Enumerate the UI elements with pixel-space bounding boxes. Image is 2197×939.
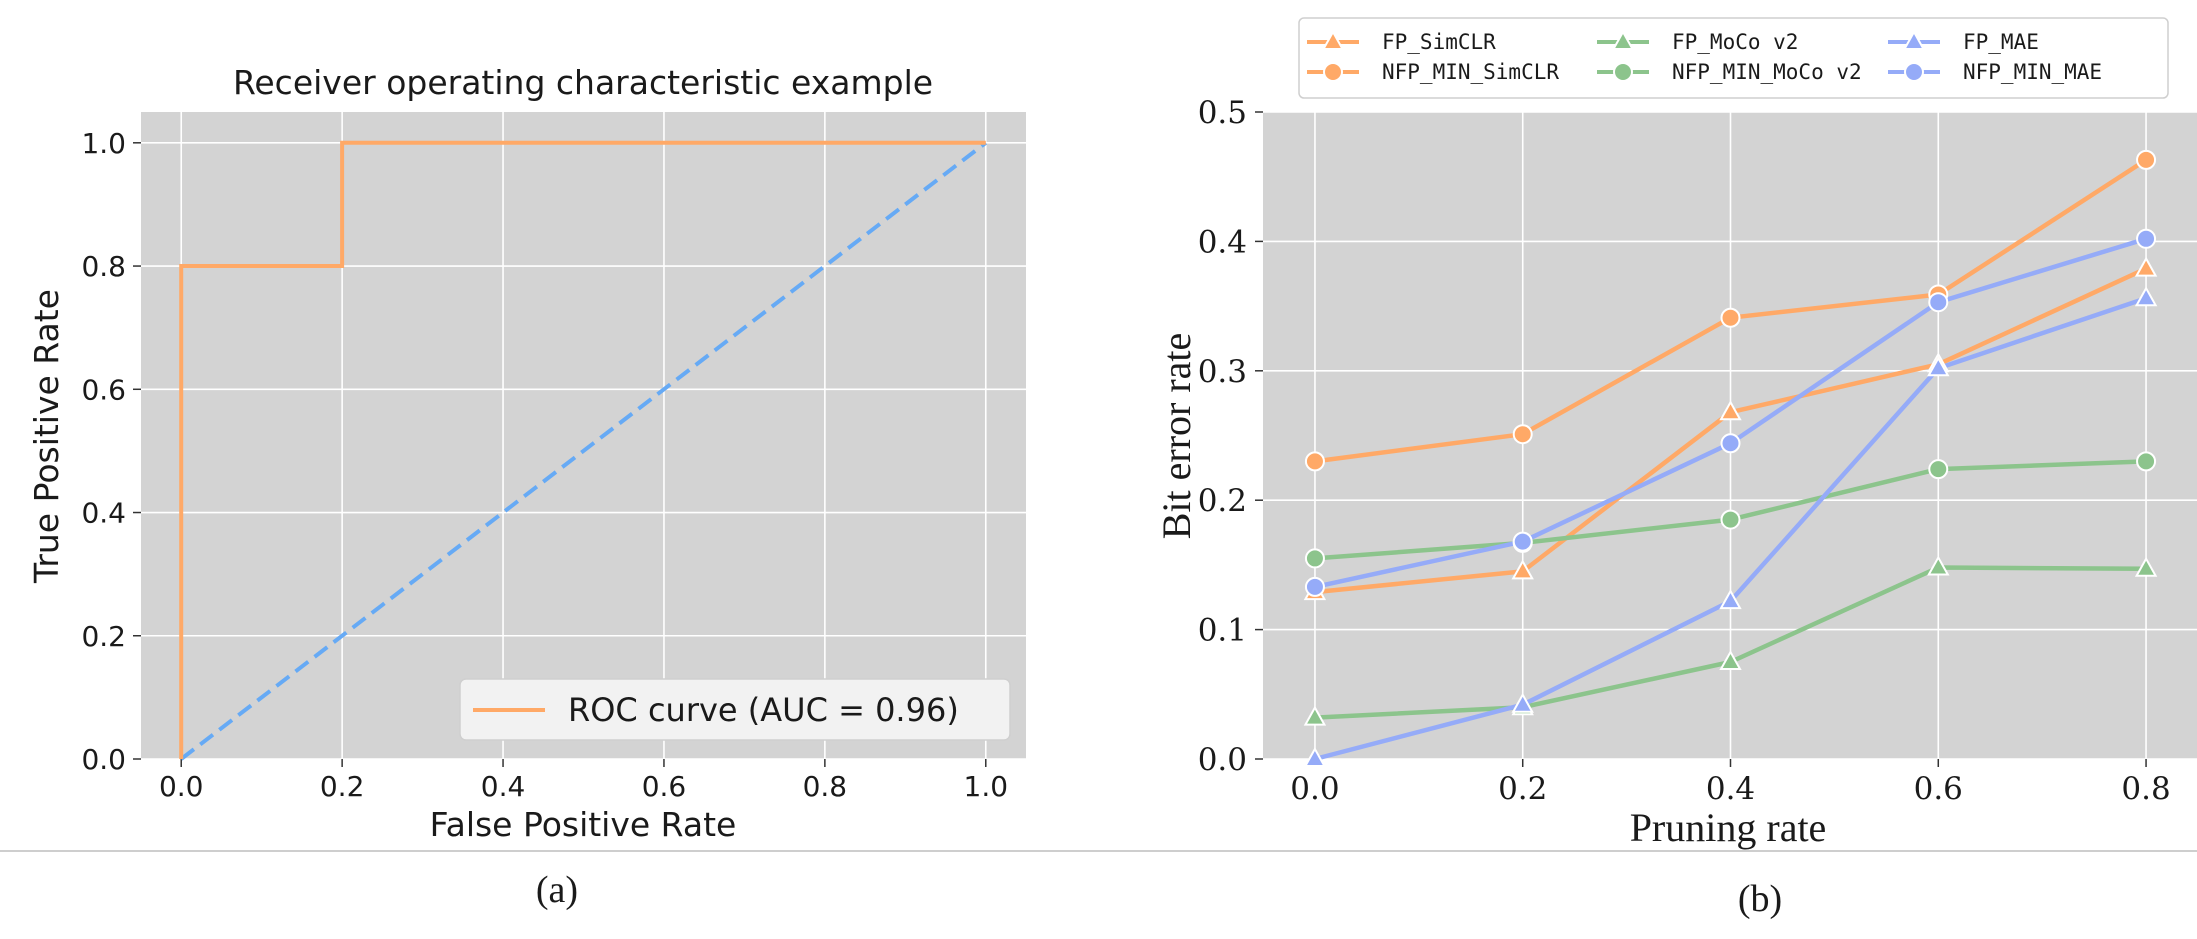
legend-label-nfp-min-mae: NFP_MIN_MAE	[1963, 60, 2102, 84]
data-point-nfp-min-simclr	[2136, 149, 2157, 170]
data-point-nfp-min-simclr	[1512, 424, 1533, 445]
ber-y-tick-label: 0.5	[1198, 95, 1247, 131]
legend-marker-fp-moco-v2	[1611, 29, 1635, 50]
data-point-fp-mae	[1719, 589, 1742, 610]
data-point-nfp-min-moco-v2	[1304, 548, 1325, 569]
roc-y-tick-label: 0.8	[81, 250, 126, 283]
roc-y-tick-label: 0.6	[81, 373, 126, 406]
legend-label-fp-mae: FP_MAE	[1963, 30, 2039, 54]
data-point-fp-moco-v2	[1719, 649, 1742, 670]
ber-y-tick-label: 0.4	[1198, 224, 1247, 260]
ber-y-tick-label: 0.0	[1198, 742, 1247, 778]
data-point-fp-moco-v2	[1303, 705, 1327, 726]
data-point-nfp-min-mae	[1720, 433, 1741, 454]
roc-x-tick-label: 0.6	[642, 770, 687, 803]
roc-legend-box	[459, 678, 1011, 741]
roc-x-tick-label: 0.8	[803, 770, 848, 803]
data-point-fp-mae	[1303, 746, 1327, 767]
data-point-nfp-min-simclr	[1720, 307, 1741, 328]
roc-y-tick-label: 0.4	[81, 497, 126, 530]
chance-diagonal-line	[179, 141, 988, 761]
legend-marker-nfp-min-simclr	[1323, 62, 1343, 82]
data-point-fp-mae	[1511, 692, 1534, 713]
roc-x-tick-label: 0.0	[159, 770, 204, 803]
data-point-fp-moco-v2	[2134, 556, 2158, 577]
roc-plot-area	[141, 112, 1026, 759]
roc-chart-title: Receiver operating characteristic exampl…	[233, 63, 933, 102]
data-point-nfp-min-mae	[1304, 576, 1325, 597]
ber-y-axis-label: Bit error rate	[1154, 333, 1199, 540]
data-point-fp-simclr	[1719, 400, 1742, 421]
legend-label-fp-simclr: FP_SimCLR	[1382, 30, 1496, 54]
data-point-nfp-min-mae	[1928, 292, 1949, 313]
data-point-nfp-min-moco-v2	[1720, 509, 1741, 530]
data-point-nfp-min-moco-v2	[2136, 451, 2157, 472]
legend-marker-fp-mae	[1902, 29, 1926, 50]
roc-curve-line	[179, 140, 986, 759]
data-point-nfp-min-mae	[1512, 531, 1533, 552]
ber-x-tick-label: 0.4	[1706, 771, 1755, 807]
data-point-fp-moco-v2	[1927, 555, 1950, 576]
legend-label-nfp-min-simclr: NFP_MIN_SimCLR	[1382, 60, 1559, 84]
roc-y-tick-label: 0.2	[81, 620, 126, 653]
roc-x-tick-label: 0.2	[320, 770, 365, 803]
legend-marker-nfp-min-mae	[1904, 62, 1924, 82]
roc-y-tick-label: 1.0	[81, 127, 126, 160]
data-point-nfp-min-mae	[2136, 228, 2157, 249]
panel-label-b: (b)	[1738, 878, 1782, 920]
ber-y-tick-label: 0.2	[1198, 483, 1247, 519]
bit-error-chart: 0.0 0.2 0.4 0.6 0.8 0.0 0.1 0.2 0.3 0.4 0.5 Prunin…	[1154, 17, 2197, 850]
roc-x-tick-label: 1.0	[964, 770, 1009, 803]
data-point-nfp-min-moco-v2	[1928, 459, 1949, 480]
ber-legend: FP_SimCLR NFP_MIN_SimCLR FP_MoCo v2 NFP_MIN…	[1298, 17, 2169, 99]
data-point-fp-simclr	[1511, 559, 1534, 580]
legend-label-fp-moco-v2: FP_MoCo v2	[1672, 30, 1798, 54]
roc-y-axis-label: True Positive Rate	[27, 289, 66, 584]
roc-y-tick-label: 0.0	[81, 743, 126, 776]
ber-x-tick-label: 0.0	[1290, 771, 1339, 807]
legend-marker-nfp-min-moco-v2	[1613, 62, 1633, 82]
legend-marker-fp-simclr	[1321, 29, 1345, 50]
roc-legend: ROC curve (AUC = 0.96)	[459, 678, 1011, 741]
data-point-nfp-min-simclr	[1304, 451, 1325, 472]
roc-x-axis-label: False Positive Rate	[430, 805, 737, 844]
ber-legend-box	[1298, 17, 2169, 99]
roc-chart: Receiver operating characteristic exampl…	[27, 63, 1026, 844]
data-point-fp-mae	[1927, 356, 1950, 377]
ber-x-axis-label: Pruning rate	[1630, 805, 1827, 850]
ber-x-tick-label: 0.8	[2121, 771, 2170, 807]
legend-label-nfp-min-moco-v2: NFP_MIN_MoCo v2	[1672, 60, 1862, 84]
ber-x-tick-label: 0.6	[1914, 771, 1963, 807]
panel-label-a: (a)	[536, 869, 578, 911]
roc-x-tick-label: 0.4	[481, 770, 526, 803]
ber-x-tick-label: 0.2	[1498, 771, 1547, 807]
ber-y-tick-label: 0.1	[1198, 613, 1247, 649]
data-point-fp-mae	[2134, 286, 2158, 307]
roc-legend-label: ROC curve (AUC = 0.96)	[568, 691, 959, 729]
ber-y-tick-label: 0.3	[1198, 354, 1247, 390]
data-point-fp-simclr	[2134, 256, 2158, 277]
